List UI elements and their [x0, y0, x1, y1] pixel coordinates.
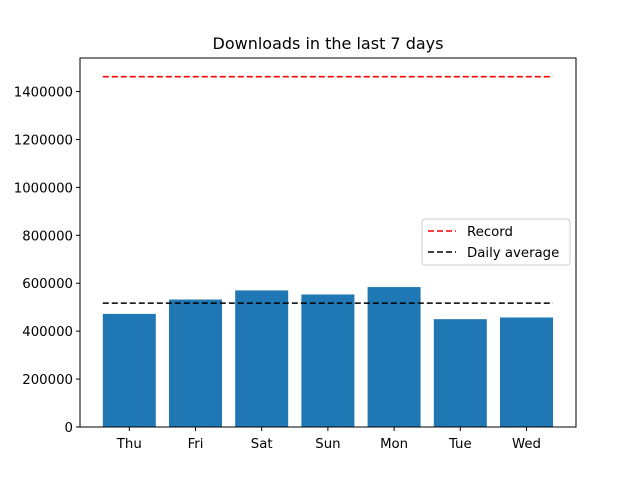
- y-tick-label: 1400000: [14, 86, 73, 101]
- bar-sun: [301, 294, 355, 427]
- y-tick-label: 1200000: [14, 133, 73, 148]
- y-tick-label: 600000: [22, 277, 73, 292]
- plot-frame: [79, 57, 577, 428]
- bars-group: [102, 287, 553, 427]
- bar-sat: [235, 290, 289, 427]
- y-tick-label: 200000: [22, 373, 73, 388]
- legend-box: [421, 218, 571, 266]
- x-axis: Thu Fri Sat Sun Mon Tue Wed: [116, 427, 541, 452]
- x-tick-label: Sat: [251, 437, 273, 452]
- bar-wed: [500, 317, 553, 427]
- bar-mon: [367, 287, 421, 427]
- y-axis: 0 200000 400000 600000 800000 1000000 1200000 1…: [14, 86, 80, 436]
- reference-lines-group: [102, 75, 553, 304]
- x-tick-label: Tue: [448, 437, 472, 452]
- x-tick-label: Thu: [116, 437, 142, 452]
- x-tick-label: Mon: [380, 437, 408, 452]
- y-tick-label: 800000: [22, 229, 73, 244]
- x-tick-label: Sun: [315, 437, 340, 452]
- legend-record-label: Record: [467, 225, 513, 240]
- chart-title: Downloads in the last 7 days: [213, 34, 444, 53]
- bar-thu: [102, 313, 156, 427]
- legend-daily-average-label: Daily average: [467, 246, 559, 261]
- y-tick-label: 400000: [22, 325, 73, 340]
- bar-tue: [433, 319, 487, 427]
- x-tick-label: Fri: [188, 437, 204, 452]
- bar-fri: [169, 299, 222, 427]
- y-tick-label: 0: [65, 421, 73, 436]
- y-tick-label: 1000000: [14, 181, 73, 196]
- legend: Record Daily average: [421, 218, 571, 266]
- x-tick-label: Wed: [512, 437, 541, 452]
